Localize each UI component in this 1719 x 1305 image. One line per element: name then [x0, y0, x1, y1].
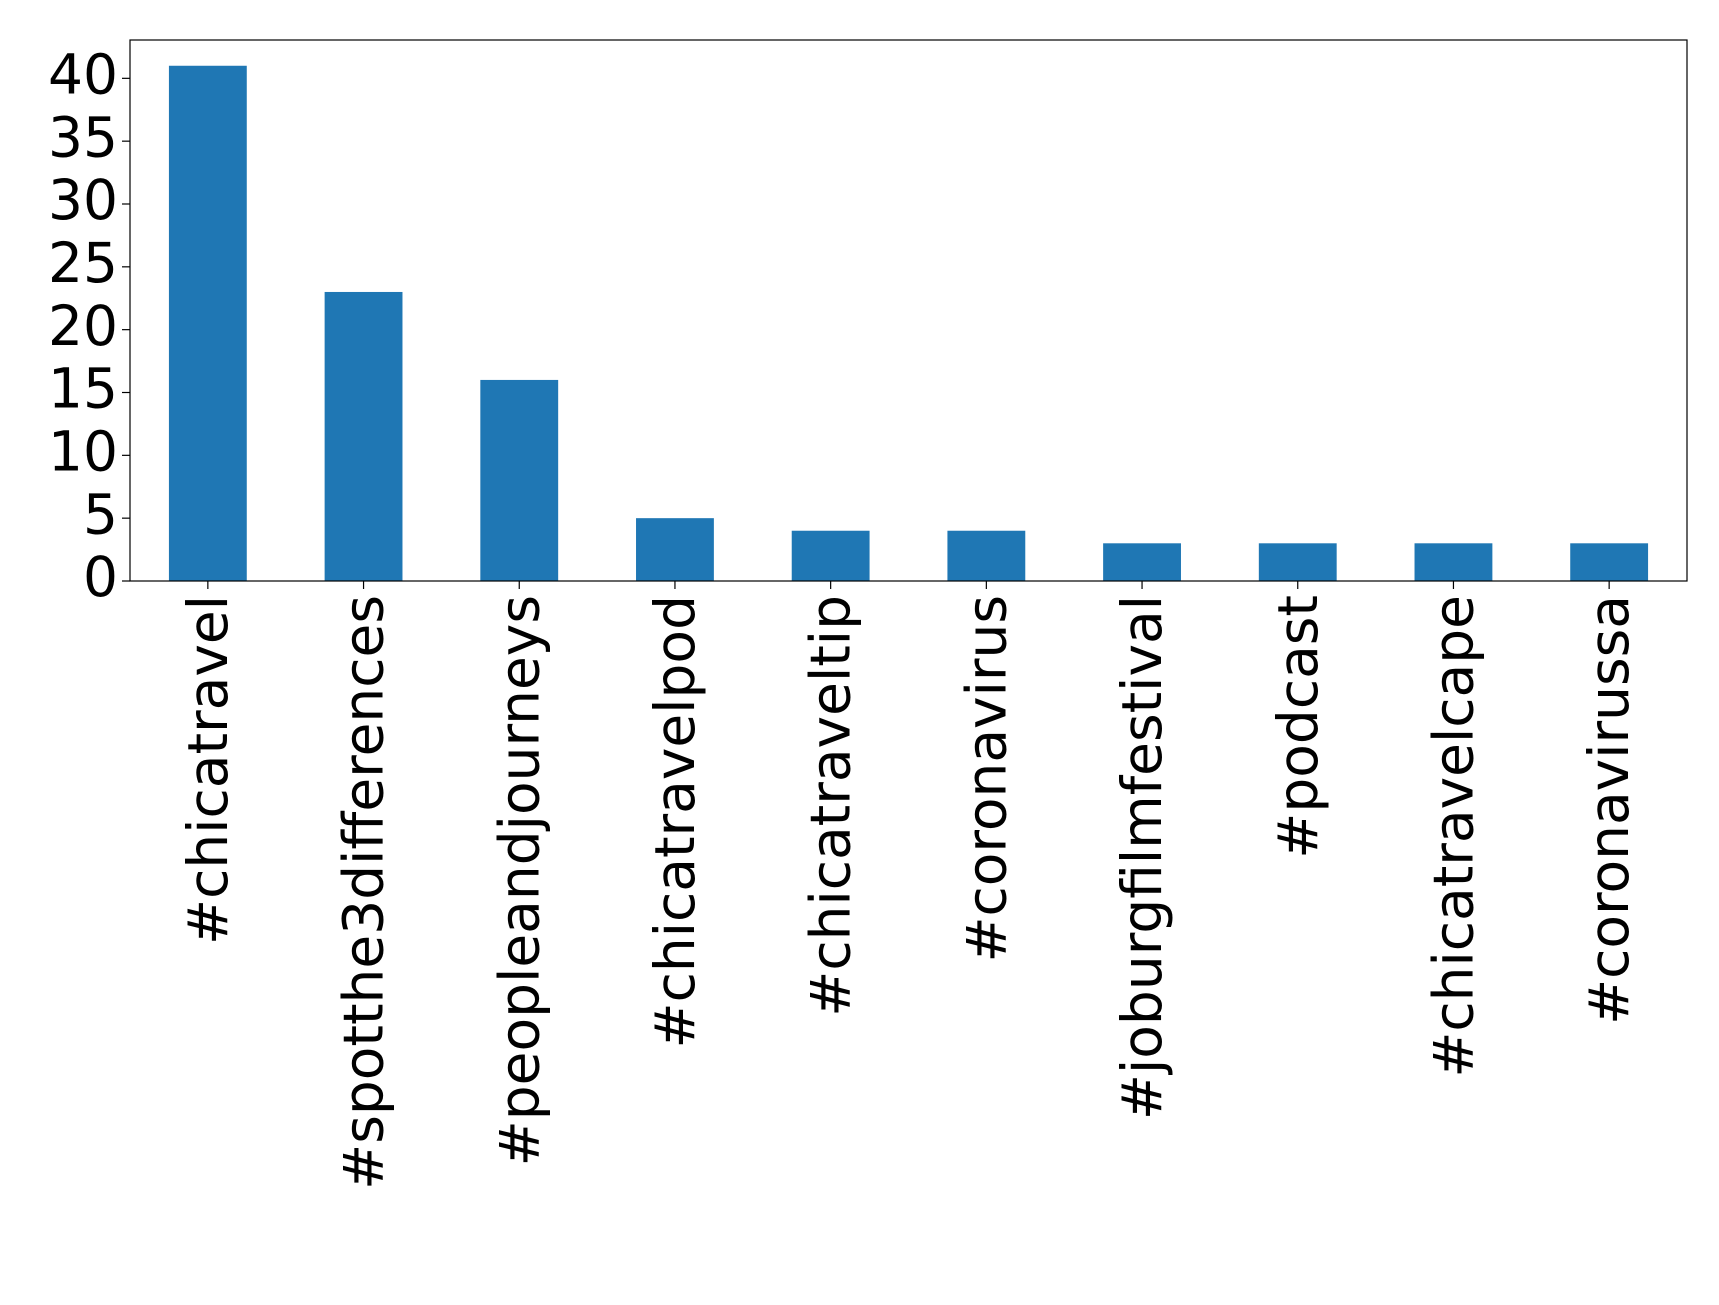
y-tick-label: 0	[83, 545, 118, 609]
x-tick-label: #spotthe3differences	[332, 595, 396, 1190]
bar	[1414, 543, 1493, 581]
bar	[168, 65, 247, 581]
y-tick-label: 20	[48, 294, 118, 358]
y-tick-label: 15	[48, 357, 118, 421]
bar	[1570, 543, 1649, 581]
x-tick-label: #coronavirussa	[1577, 595, 1641, 1025]
bar	[1103, 543, 1181, 581]
x-tick-label: #podcast	[1266, 595, 1330, 859]
y-tick-label: 10	[48, 419, 118, 483]
x-tick-label: #chicatraveltip	[799, 595, 863, 1017]
x-tick-label: #chicatravelcape	[1421, 595, 1485, 1078]
x-tick-label: #coronavirus	[954, 595, 1018, 963]
bar	[1258, 543, 1337, 581]
bar	[324, 291, 403, 581]
y-tick-label: 30	[48, 168, 118, 232]
bar	[636, 518, 714, 581]
bar	[791, 530, 870, 581]
bar	[947, 530, 1026, 581]
y-tick-label: 35	[48, 105, 118, 169]
x-tick-label: #joburgfilmfestival	[1110, 595, 1174, 1120]
bar	[480, 379, 559, 581]
x-tick-label: #peopleandjourneys	[487, 595, 551, 1166]
x-tick-label: #chicatravelpod	[643, 595, 707, 1048]
y-tick-label: 40	[48, 42, 118, 106]
axes-frame	[129, 39, 1688, 582]
y-tick-label: 25	[48, 231, 118, 295]
x-tick-label: #chicatravel	[176, 595, 240, 945]
y-tick-label: 5	[83, 482, 118, 546]
